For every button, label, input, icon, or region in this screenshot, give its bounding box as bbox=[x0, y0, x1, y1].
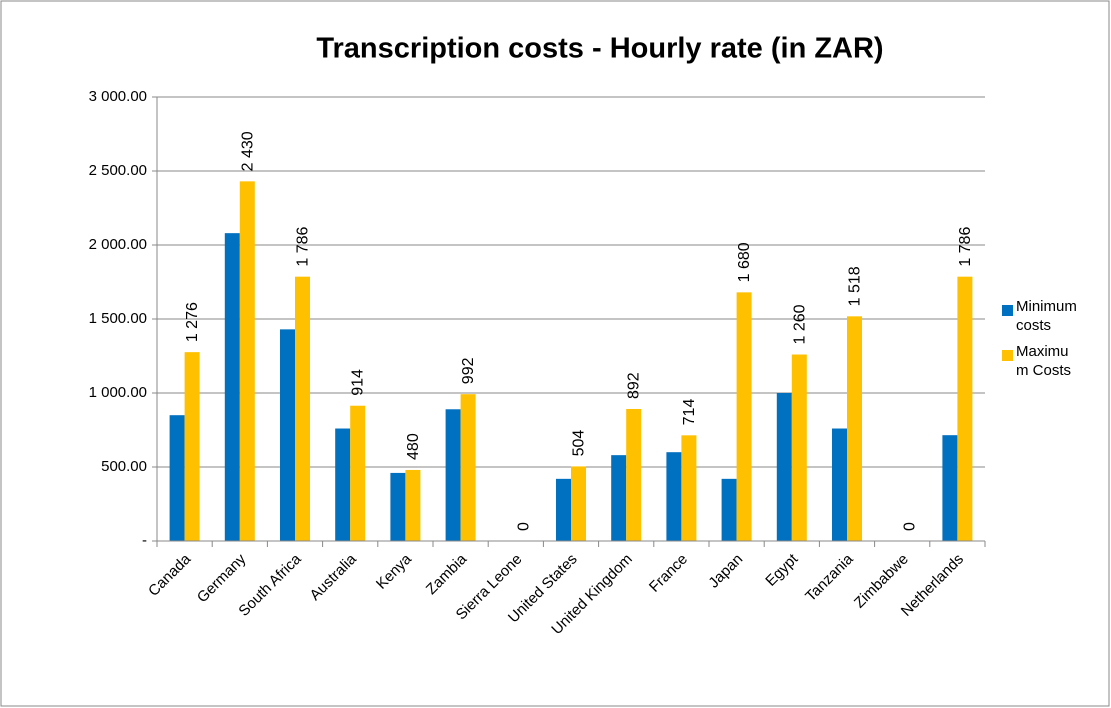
bar bbox=[445, 409, 461, 541]
data-label: 1 276 bbox=[184, 302, 201, 342]
bar bbox=[184, 352, 200, 541]
data-label: 1 786 bbox=[295, 227, 312, 267]
bar bbox=[611, 455, 627, 541]
data-label: 0 bbox=[515, 522, 532, 531]
bar bbox=[832, 428, 847, 541]
legend-label: Maximum Costs bbox=[1016, 343, 1072, 379]
legend-swatch bbox=[1002, 305, 1013, 316]
bar bbox=[556, 478, 571, 541]
bar bbox=[280, 329, 295, 541]
y-tick-label: 500.00 bbox=[101, 458, 147, 475]
data-label: 892 bbox=[626, 372, 643, 399]
bar bbox=[736, 292, 752, 541]
bar bbox=[681, 435, 697, 541]
data-label: 914 bbox=[350, 369, 367, 396]
data-label: 0 bbox=[902, 522, 919, 531]
data-label: 714 bbox=[681, 399, 698, 426]
y-tick-label: 3 000.00 bbox=[89, 88, 147, 105]
data-label: 1 518 bbox=[847, 266, 864, 306]
data-label: 992 bbox=[460, 357, 477, 384]
data-label: 480 bbox=[405, 433, 422, 460]
bar bbox=[295, 276, 310, 541]
y-tick-label: 2 500.00 bbox=[89, 162, 147, 179]
bar bbox=[350, 405, 366, 541]
y-tick-label: 1 000.00 bbox=[89, 384, 147, 401]
bar bbox=[626, 408, 642, 541]
bar bbox=[224, 233, 240, 541]
y-tick-label: 2 000.00 bbox=[89, 236, 147, 253]
bar bbox=[169, 415, 185, 541]
bar bbox=[571, 466, 586, 541]
data-label: 1 260 bbox=[791, 304, 808, 344]
data-label: 504 bbox=[571, 430, 588, 457]
legend-swatch bbox=[1002, 350, 1013, 361]
y-tick-label: - bbox=[142, 532, 147, 549]
bar bbox=[791, 354, 807, 541]
bar bbox=[957, 276, 973, 541]
legend-label: Minimum costs bbox=[1016, 298, 1077, 334]
bar bbox=[942, 435, 958, 541]
bar bbox=[847, 316, 862, 541]
data-label: 2 430 bbox=[239, 131, 256, 171]
bar bbox=[460, 394, 476, 541]
bar bbox=[721, 478, 737, 541]
data-label: 1 786 bbox=[957, 227, 974, 267]
bar bbox=[390, 472, 406, 541]
bar bbox=[405, 469, 421, 541]
bar bbox=[776, 393, 792, 541]
bar bbox=[666, 452, 682, 541]
y-tick-label: 1 500.00 bbox=[89, 310, 147, 327]
data-label: 1 680 bbox=[736, 242, 753, 282]
chart-title: Transcription costs - Hourly rate (in ZA… bbox=[316, 33, 883, 65]
bar bbox=[239, 181, 255, 542]
bar bbox=[335, 428, 351, 541]
